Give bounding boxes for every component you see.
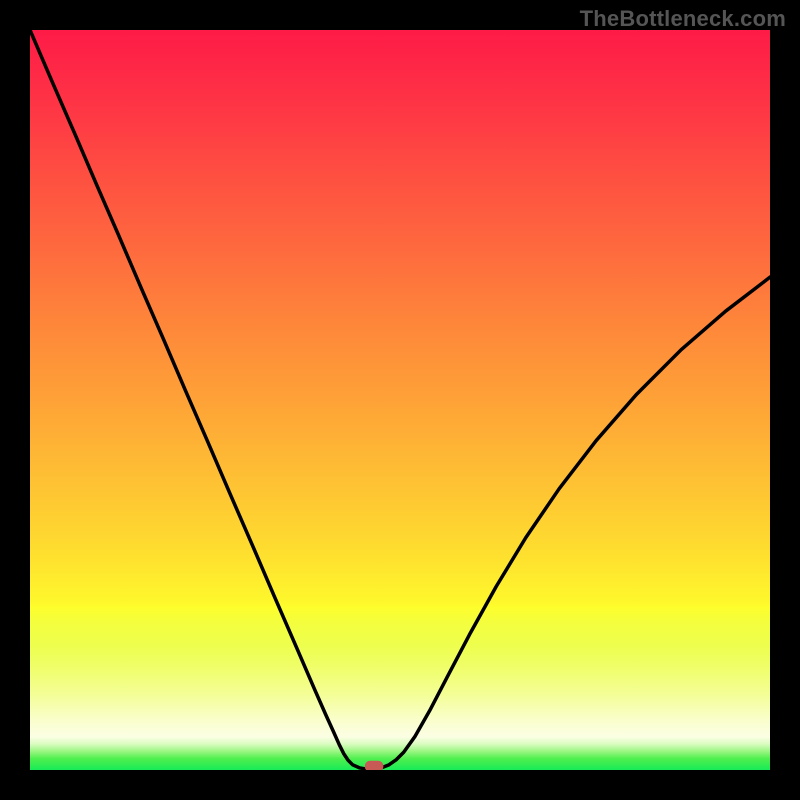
minimum-marker: [365, 761, 384, 770]
chart-background: [30, 30, 770, 770]
chart-frame: TheBottleneck.com: [0, 0, 800, 800]
watermark-text: TheBottleneck.com: [580, 6, 786, 32]
plot-area: [30, 30, 770, 770]
bottleneck-chart-svg: [30, 30, 770, 770]
